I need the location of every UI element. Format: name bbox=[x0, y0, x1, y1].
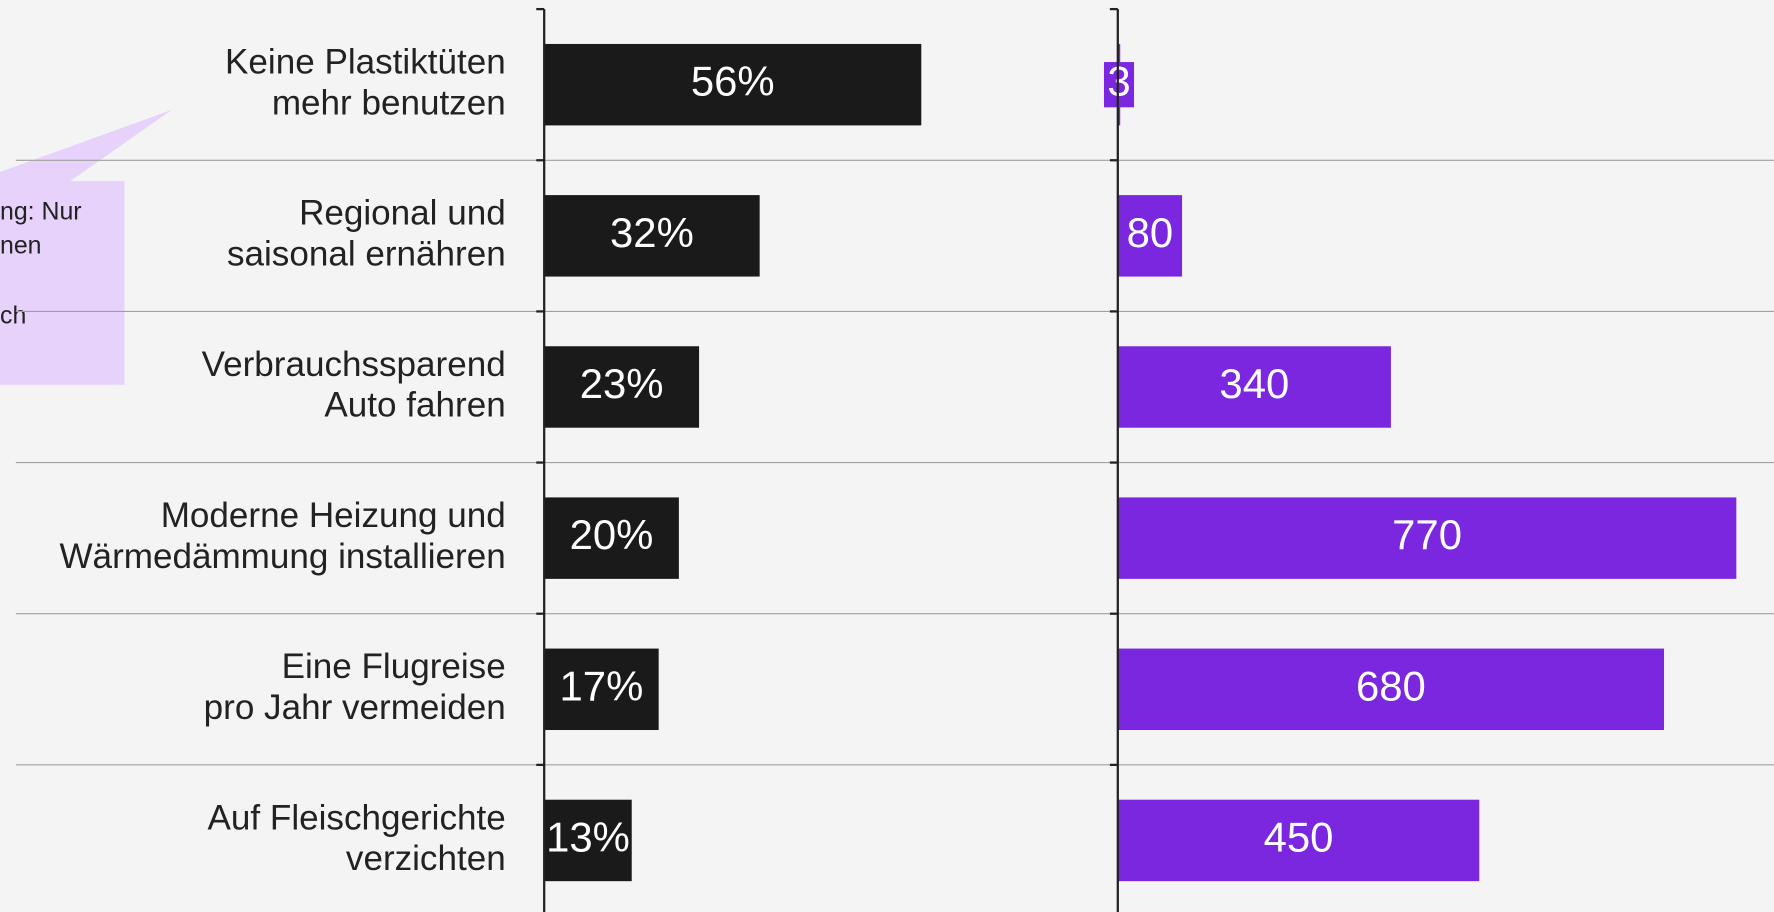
bar bbox=[1117, 195, 1183, 277]
value-label: 17% bbox=[560, 662, 644, 709]
value-label: 3 bbox=[1107, 58, 1130, 105]
category-label: saisonal ernähren bbox=[227, 234, 506, 273]
bar bbox=[1117, 346, 1391, 428]
bar bbox=[544, 648, 659, 731]
callout-text: ng: Nur bbox=[0, 197, 82, 225]
bar bbox=[544, 799, 632, 882]
value-label: 80 bbox=[1127, 209, 1174, 256]
category-label: pro Jahr vermeiden bbox=[204, 688, 506, 727]
category-label: Moderne Heizung und bbox=[161, 496, 506, 535]
bar bbox=[1117, 497, 1737, 579]
value-label: 56% bbox=[691, 58, 775, 105]
category-label: Keine Plastiktüten bbox=[225, 43, 506, 82]
bar bbox=[544, 346, 700, 428]
bar bbox=[544, 497, 679, 579]
bar bbox=[544, 195, 760, 277]
category-label: Eine Flugreise bbox=[282, 647, 506, 686]
value-label: 20% bbox=[570, 511, 654, 558]
category-label: Wärmedämmung installieren bbox=[59, 537, 505, 576]
value-label: 770 bbox=[1392, 511, 1462, 558]
bar bbox=[1117, 799, 1480, 882]
value-label: 340 bbox=[1219, 360, 1289, 407]
category-label: Auto fahren bbox=[324, 386, 505, 425]
value-label: 450 bbox=[1264, 814, 1334, 861]
value-label: 680 bbox=[1356, 662, 1426, 709]
category-label: Verbrauchssparend bbox=[202, 345, 506, 384]
callout: ng: Nur nen ch bbox=[0, 109, 172, 385]
value-label: 32% bbox=[610, 209, 694, 256]
category-label: verzichten bbox=[346, 839, 506, 878]
bar bbox=[1117, 648, 1665, 731]
value-label-background bbox=[1103, 62, 1135, 108]
category-label: Regional und bbox=[299, 194, 506, 233]
value-label: 13% bbox=[546, 814, 630, 861]
callout-text: ch bbox=[0, 301, 26, 329]
category-label: Auf Fleischgerichte bbox=[208, 798, 506, 837]
bar bbox=[544, 43, 922, 126]
value-label: 23% bbox=[580, 360, 664, 407]
callout-text: nen bbox=[0, 231, 42, 259]
callout-shape bbox=[0, 109, 172, 385]
category-label: mehr benutzen bbox=[272, 83, 506, 122]
